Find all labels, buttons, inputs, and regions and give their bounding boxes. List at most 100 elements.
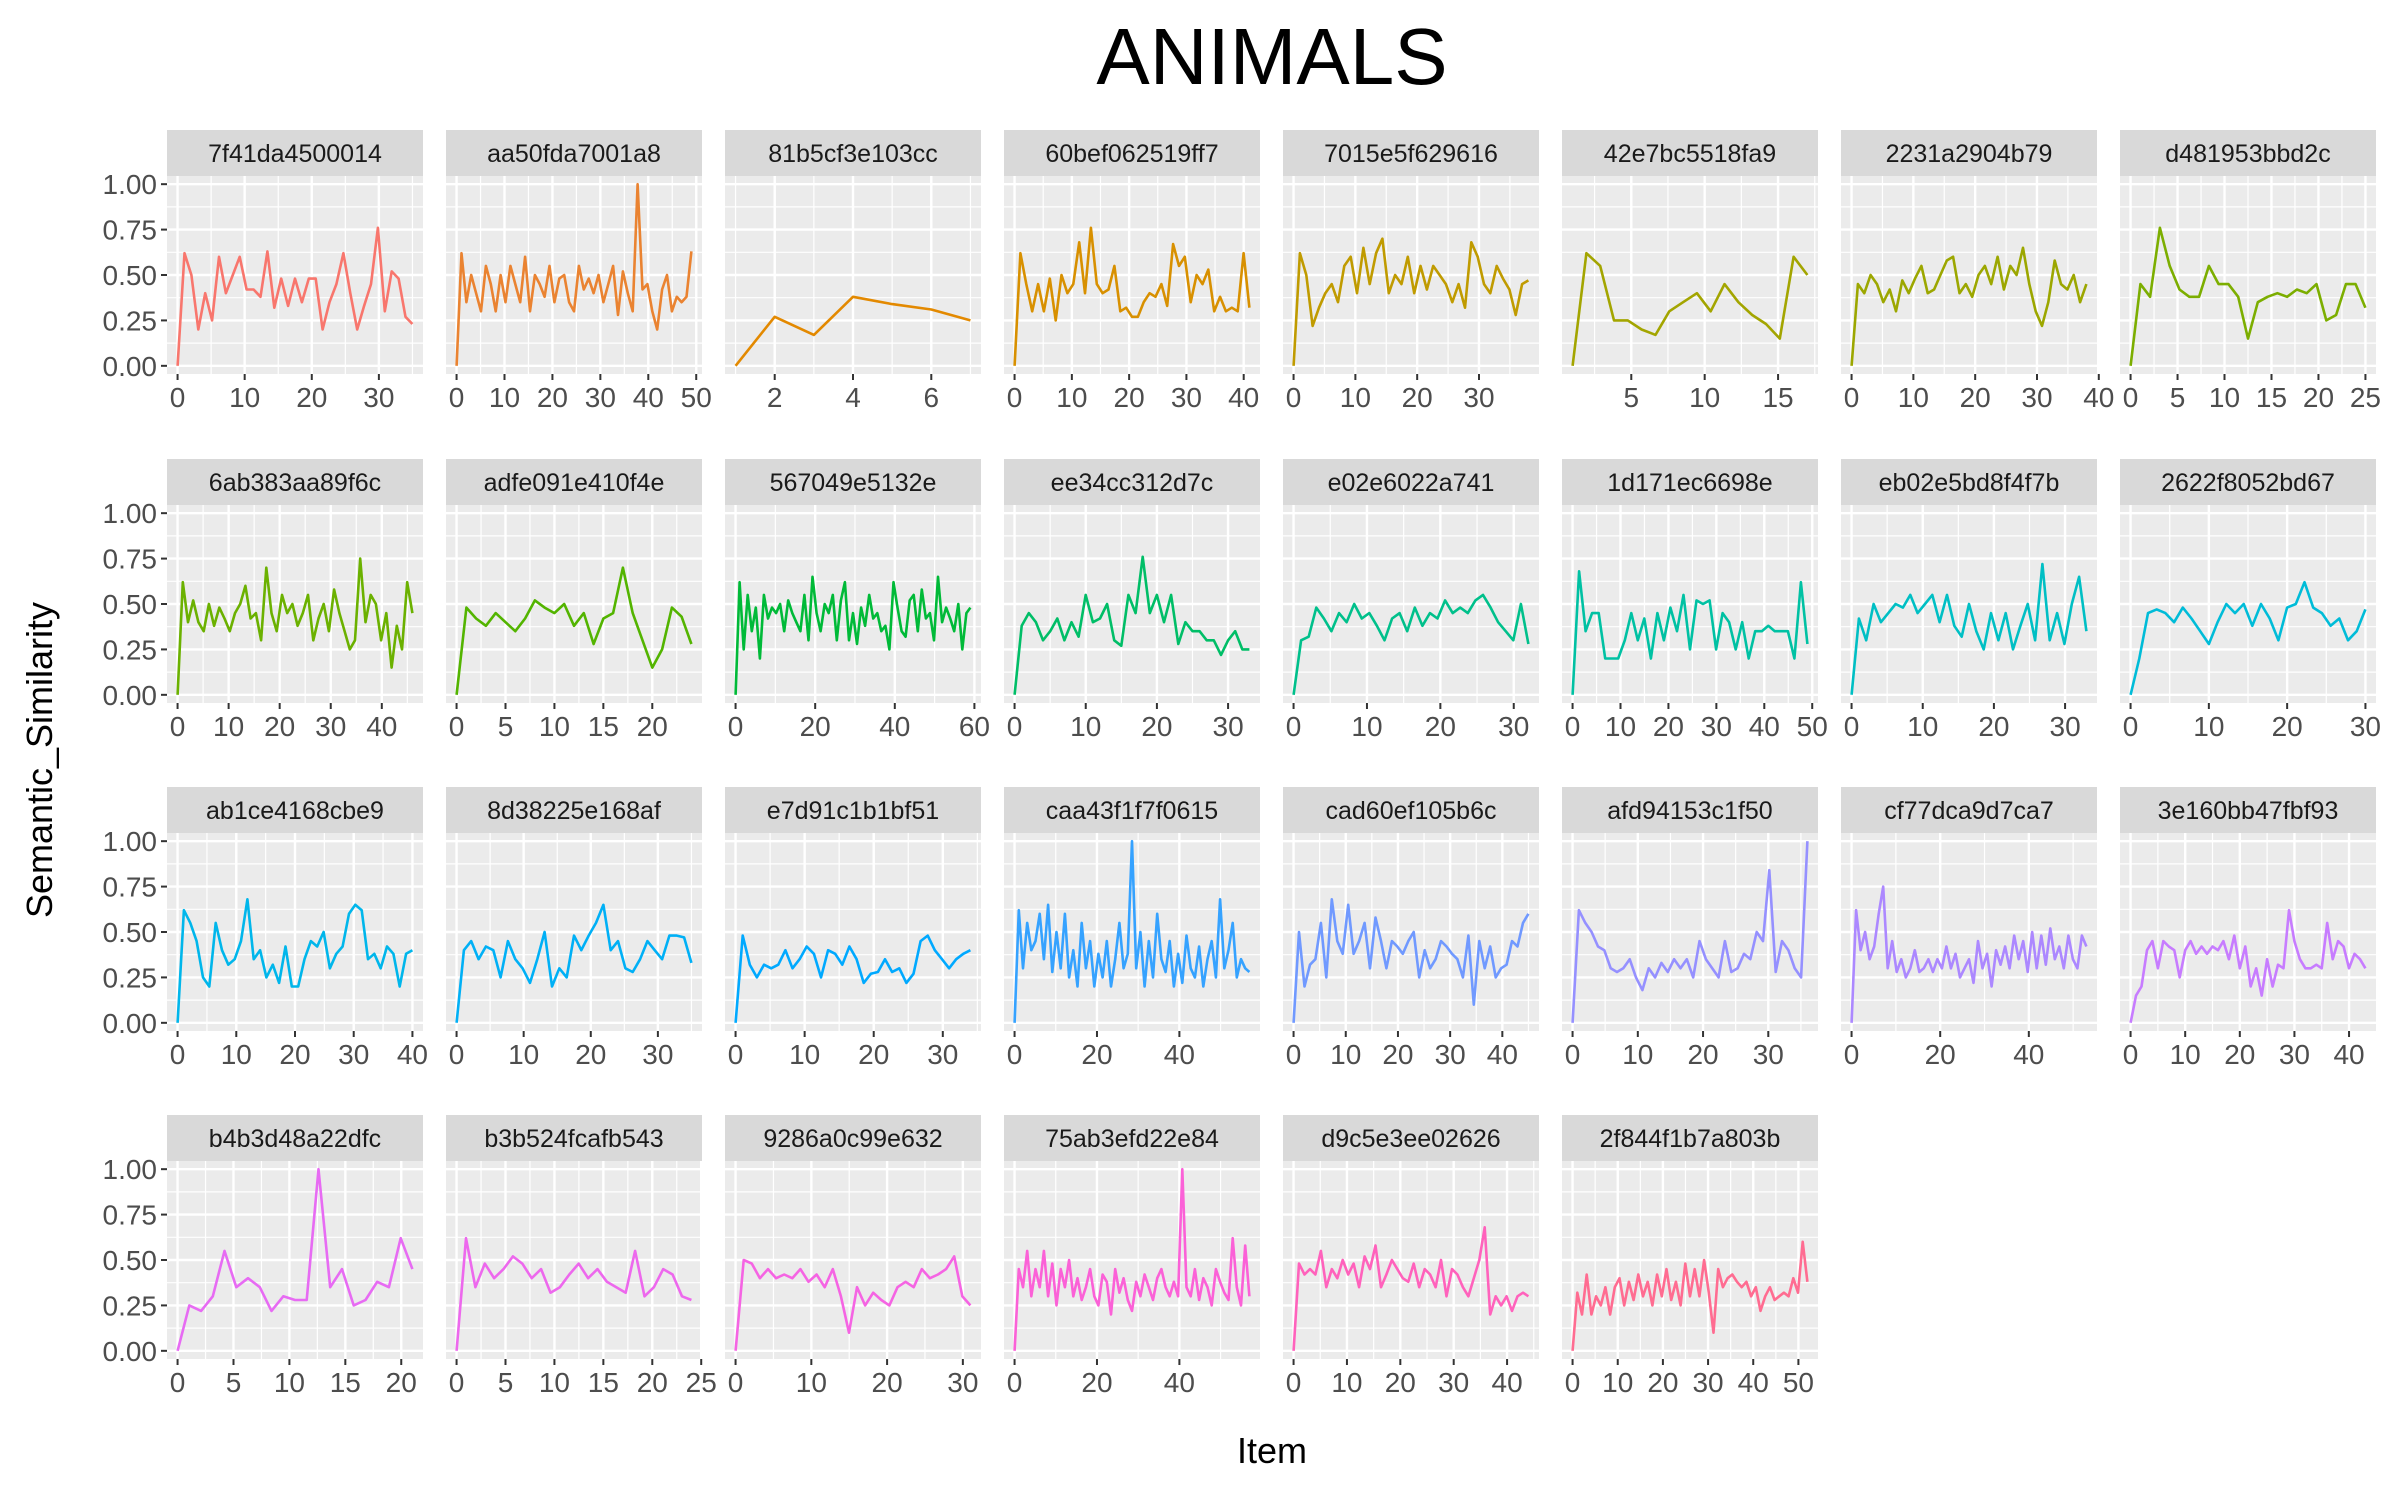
x-tick-label: 15 xyxy=(2256,382,2287,413)
facet-strip xyxy=(167,787,423,833)
series-line xyxy=(734,934,971,1023)
x-tick-label: 30 xyxy=(363,382,394,413)
facet-panel: adfe091e410f4e 0 5 10 15 20 xyxy=(446,459,702,742)
x-tick-label: 25 xyxy=(686,1367,717,1398)
x-tick-label: 10 xyxy=(221,1039,252,1070)
x-tick-label: 30 xyxy=(338,1039,369,1070)
facet-strip xyxy=(446,1115,702,1161)
y-tick-label: 0.00 xyxy=(103,351,158,382)
x-tick-label: 15 xyxy=(1762,382,1793,413)
x-tick-label: 10 xyxy=(1070,711,1101,742)
x-tick-label: 30 xyxy=(642,1039,673,1070)
y-tick-label: 0.00 xyxy=(103,1008,158,1039)
facet-strip xyxy=(1562,130,1818,176)
facet-panel: b4b3d48a22dfc 0 5 10 15 20 0.00 0.25 0.50 0.75 1.0… xyxy=(103,1115,423,1398)
facet-strip-label: 567049e5132e xyxy=(770,469,937,497)
series-line xyxy=(176,1167,414,1352)
facet-strip xyxy=(1562,459,1818,505)
x-tick-label: 40 xyxy=(1749,711,1780,742)
x-tick-label: 10 xyxy=(274,1367,305,1398)
facet-strip-label: cad60ef105b6c xyxy=(1326,797,1497,825)
facet-strip xyxy=(725,787,981,833)
y-tick-label: 0.25 xyxy=(103,1290,158,1321)
y-tick-label: 0.50 xyxy=(103,1245,158,1276)
x-tick-label: 40 xyxy=(2083,382,2114,413)
x-tick-label: 20 xyxy=(1081,1367,1112,1398)
series-line xyxy=(2129,226,2367,366)
x-tick-label: 20 xyxy=(296,382,327,413)
facet-strip-label: 75ab3efd22e84 xyxy=(1045,1125,1219,1153)
x-tick-label: 40 xyxy=(1228,382,1259,413)
facet-strip-label: d481953bbd2c xyxy=(2165,140,2330,168)
x-tick-label: 10 xyxy=(229,382,260,413)
x-tick-label: 0 xyxy=(1844,1039,1860,1070)
x-tick-label: 30 xyxy=(1171,382,1202,413)
series-line xyxy=(2129,908,2367,1024)
facet-strip-label: 2f844f1b7a803b xyxy=(1600,1125,1781,1153)
x-tick-label: 10 xyxy=(1689,382,1720,413)
facet-panel: ab1ce4168cbe9 0 10 20 30 40 0.00 0.25 0.50 0.75 1.… xyxy=(103,787,428,1070)
x-tick-label: 20 xyxy=(858,1039,889,1070)
facet-panel: 6ab383aa89f6c 0 10 20 30 40 0.00 0.25 0.50 0.75 1.… xyxy=(103,459,423,742)
x-tick-label: 10 xyxy=(1898,382,1929,413)
y-tick-label: 0.25 xyxy=(103,305,158,336)
series-line xyxy=(1850,246,2088,366)
x-tick-label: 20 xyxy=(537,382,568,413)
x-tick-label: 40 xyxy=(366,711,397,742)
x-tick-label: 20 xyxy=(279,1039,310,1070)
x-tick-label: 40 xyxy=(1487,1039,1518,1070)
x-tick-label: 15 xyxy=(588,1367,619,1398)
x-tick-label: 0 xyxy=(2123,382,2139,413)
x-tick-label: 20 xyxy=(637,1367,668,1398)
facet-strip-label: 42e7bc5518fa9 xyxy=(1604,140,1776,168)
facet-strip-label: adfe091e410f4e xyxy=(484,469,665,497)
x-tick-label: 20 xyxy=(575,1039,606,1070)
x-tick-label: 0 xyxy=(728,711,744,742)
facet-panel: 42e7bc5518fa9 5 10 15 xyxy=(1562,130,1818,413)
series-line xyxy=(2129,580,2367,696)
x-tick-label: 10 xyxy=(1907,711,1938,742)
facet-strip-label: 8d38225e168af xyxy=(487,797,661,825)
x-tick-label: 10 xyxy=(1605,711,1636,742)
x-tick-label: 30 xyxy=(1438,1367,1469,1398)
series-line xyxy=(734,295,971,367)
x-tick-label: 0 xyxy=(449,711,465,742)
facet-strip xyxy=(446,787,702,833)
x-tick-label: 0 xyxy=(1286,382,1302,413)
facet-strip-label: ab1ce4168cbe9 xyxy=(206,797,384,825)
series-line xyxy=(1292,1226,1530,1351)
series-line xyxy=(734,1255,972,1351)
x-tick-label: 4 xyxy=(845,382,861,413)
x-tick-label: 0 xyxy=(1007,711,1023,742)
x-tick-label: 20 xyxy=(1687,1039,1718,1070)
x-tick-label: 15 xyxy=(588,711,619,742)
x-tick-label: 10 xyxy=(508,1039,539,1070)
x-tick-label: 0 xyxy=(170,711,186,742)
series-line xyxy=(1571,1240,1809,1351)
facet-panel: afd94153c1f50 0 10 20 30 xyxy=(1562,787,1818,1070)
x-tick-label: 50 xyxy=(1797,711,1828,742)
facet-panel: caa43f1f7f0615 0 20 40 xyxy=(1004,787,1260,1070)
x-tick-label: 0 xyxy=(170,1367,186,1398)
facet-strip-label: 3e160bb47fbf93 xyxy=(2158,797,2339,825)
x-tick-label: 20 xyxy=(1382,1039,1413,1070)
x-tick-label: 0 xyxy=(449,1039,465,1070)
x-tick-label: 40 xyxy=(633,382,664,413)
x-tick-label: 40 xyxy=(1492,1367,1523,1398)
x-tick-label: 0 xyxy=(1286,1039,1302,1070)
y-tick-label: 1.00 xyxy=(103,498,158,529)
x-axis-title: Item xyxy=(1237,1430,1307,1471)
x-tick-label: 20 xyxy=(264,711,295,742)
x-tick-label: 0 xyxy=(1007,382,1023,413)
facet-strip xyxy=(446,459,702,505)
y-tick-label: 0.25 xyxy=(103,962,158,993)
x-tick-label: 0 xyxy=(1565,1039,1581,1070)
series-line xyxy=(1013,555,1250,695)
series-line xyxy=(1013,839,1251,1023)
x-tick-label: 20 xyxy=(1114,382,1145,413)
facet-panel: e7d91c1b1bf51 0 10 20 30 xyxy=(725,787,981,1070)
facet-strip-label: b4b3d48a22dfc xyxy=(209,1125,381,1153)
series-line xyxy=(1292,237,1530,366)
facet-strip xyxy=(1004,1115,1260,1161)
